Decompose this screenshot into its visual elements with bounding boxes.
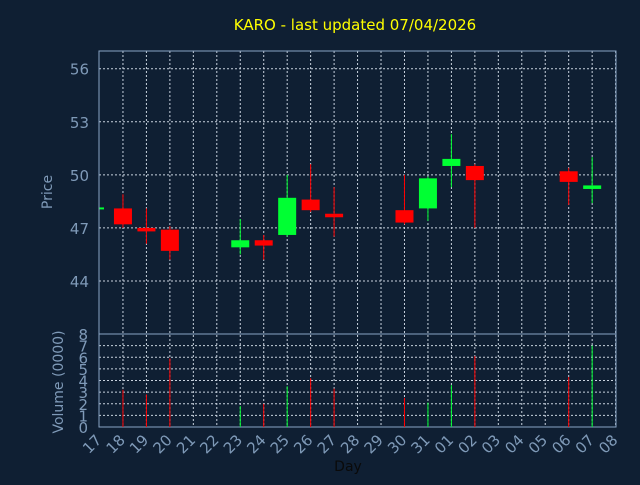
candle-body xyxy=(583,185,602,189)
x-axis-label: Day xyxy=(334,459,362,475)
x-tick-label: 28 xyxy=(337,431,363,457)
candle-body xyxy=(442,158,461,166)
x-tick-label: 31 xyxy=(408,431,434,457)
volume-tick-label: 6 xyxy=(78,349,88,367)
x-tick-label: 04 xyxy=(501,431,527,457)
volume-tick-label: 8 xyxy=(78,326,88,344)
x-tick-label: 05 xyxy=(525,431,551,457)
x-tick-label: 20 xyxy=(149,431,175,457)
price-tick-label: 44 xyxy=(70,273,89,291)
x-tick-label: 06 xyxy=(548,431,574,457)
x-tick-label: 03 xyxy=(478,431,504,457)
volume-panel-frame xyxy=(98,333,617,428)
x-tick-label: 24 xyxy=(243,431,269,457)
candle-body xyxy=(231,240,250,248)
volume-tick-label: 2 xyxy=(78,396,88,414)
x-tick-label: 02 xyxy=(454,431,480,457)
x-tick-label: 07 xyxy=(572,431,598,457)
candle-body xyxy=(278,197,297,235)
candle-body xyxy=(113,208,132,225)
volume-tick-label: 4 xyxy=(78,373,88,391)
price-tick-label: 53 xyxy=(70,114,89,132)
volume-tick-label: 1 xyxy=(78,407,88,425)
candle-body xyxy=(137,227,156,232)
candle-body xyxy=(99,207,104,210)
volume-tick-label: 7 xyxy=(78,338,88,356)
price-tick-label: 50 xyxy=(70,167,89,185)
volume-tick-label: 3 xyxy=(78,384,88,402)
x-tick-label: 21 xyxy=(173,431,199,457)
chart-title: KARO - last updated 07/04/2026 xyxy=(234,16,476,34)
volume-axis-label: Volume (0000) xyxy=(51,330,67,433)
x-tick-label: 18 xyxy=(103,431,129,457)
x-tick-label: 29 xyxy=(361,431,387,457)
candle-body xyxy=(160,229,179,251)
x-tick-label: 22 xyxy=(196,431,222,457)
x-tick-label: 08 xyxy=(595,431,621,457)
x-tick-label: 26 xyxy=(290,431,316,457)
price-tick-label: 56 xyxy=(70,61,89,79)
candle-body xyxy=(418,178,437,209)
x-tick-label: 19 xyxy=(126,431,152,457)
candle-body xyxy=(325,213,344,218)
x-tick-label: 25 xyxy=(267,431,293,457)
candle-body xyxy=(395,210,414,223)
candle-body xyxy=(301,199,320,211)
x-tick-label: 01 xyxy=(431,431,457,457)
price-axis-label: Price xyxy=(40,175,56,209)
x-tick-label: 30 xyxy=(384,431,410,457)
candle-body xyxy=(465,165,484,181)
x-tick-label: 23 xyxy=(220,431,246,457)
candle-body xyxy=(254,240,273,246)
candle-body xyxy=(559,171,578,182)
volume-tick-label: 5 xyxy=(78,361,88,379)
price-tick-label: 47 xyxy=(70,220,89,238)
volume-tick-label: 0 xyxy=(78,419,88,437)
x-tick-label: 27 xyxy=(314,431,340,457)
